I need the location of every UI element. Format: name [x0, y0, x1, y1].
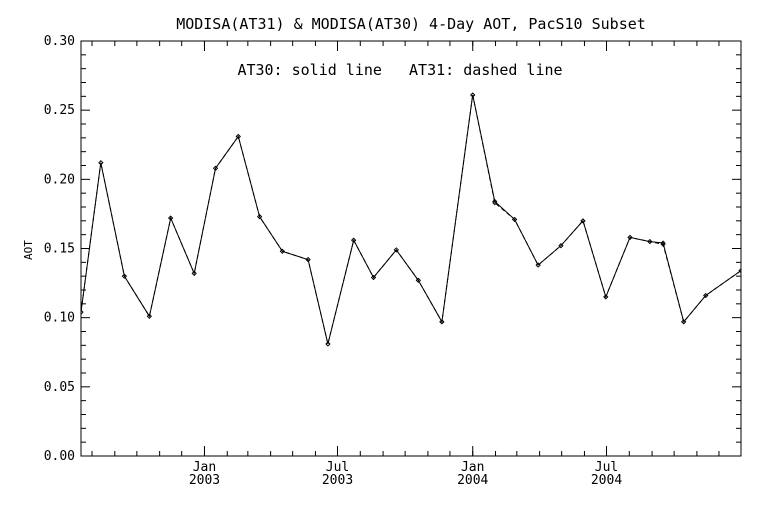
- y-tick-label: 0.05: [44, 380, 75, 395]
- y-axis-label: AOT: [22, 240, 35, 260]
- line-style-annotation: AT30: solid line AT31: dashed line: [237, 61, 562, 79]
- data-point-at31: [393, 247, 399, 253]
- data-point-at31: [351, 237, 357, 243]
- y-tick-label: 0.15: [44, 242, 75, 257]
- data-point-at31: [492, 200, 498, 206]
- x-tick-label: Jul: [595, 460, 618, 475]
- y-tick-label: 0.30: [44, 34, 75, 49]
- data-point-at31: [81, 309, 84, 315]
- y-tick-label: 0.25: [44, 103, 75, 118]
- data-point-at31: [305, 257, 311, 263]
- y-tick-label: 0.00: [44, 449, 75, 464]
- data-point-at31: [512, 216, 518, 223]
- x-tick-label-year: 2004: [457, 473, 488, 488]
- data-point-at31: [647, 239, 653, 245]
- series-line-at31: [81, 94, 741, 345]
- data-point-at31: [439, 319, 445, 325]
- plot-frame: [80, 40, 742, 457]
- data-point-at31: [212, 165, 219, 171]
- data-point-at31: [603, 294, 609, 300]
- x-tick-label-year: 2003: [322, 473, 353, 488]
- data-series: [81, 92, 741, 347]
- data-point-at31: [470, 92, 476, 98]
- data-point-at31: [738, 268, 741, 274]
- data-point-at31: [660, 241, 666, 247]
- x-tick-label-year: 2003: [189, 473, 220, 488]
- y-tick-label: 0.20: [44, 172, 75, 187]
- data-point-at31: [325, 341, 331, 347]
- data-point-at31: [235, 133, 241, 140]
- data-point-at31: [415, 277, 421, 283]
- data-point-at31: [279, 248, 285, 254]
- data-point-at31: [681, 319, 687, 325]
- data-point-at31: [703, 292, 709, 299]
- x-tick-label: Jan: [461, 460, 484, 475]
- series-line-at30: [81, 94, 741, 345]
- y-axis: 0.00 0.05 0.10 0.15 0.20 0.25 0.30: [44, 34, 741, 464]
- data-point-at31: [370, 274, 377, 281]
- x-tick-label-year: 2004: [591, 473, 622, 488]
- data-point-at31: [627, 234, 633, 240]
- data-point-at31: [121, 273, 127, 279]
- data-point-at31: [257, 214, 263, 220]
- data-point-at31: [558, 243, 564, 249]
- data-point-at31: [168, 215, 174, 221]
- x-tick-label: Jan: [193, 460, 216, 475]
- data-point-at31: [580, 218, 586, 224]
- chart-title: MODISA(AT31) & MODISA(AT30) 4-Day AOT, P…: [176, 15, 646, 33]
- data-point-at31: [191, 270, 197, 276]
- x-tick-label: Jul: [326, 460, 349, 475]
- data-point-at31: [535, 262, 541, 268]
- y-tick-label: 0.10: [44, 311, 75, 326]
- data-point-at31: [146, 313, 152, 319]
- data-point-at31: [98, 160, 104, 166]
